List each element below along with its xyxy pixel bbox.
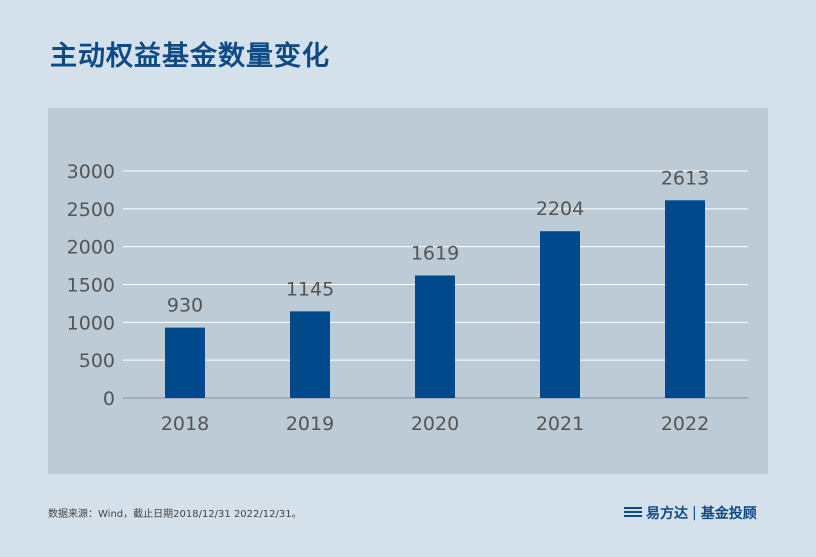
y-tick-label: 2500 (67, 199, 115, 221)
y-tick-label: 1500 (67, 275, 115, 297)
data-label: 2613 (661, 167, 709, 189)
y-tick-label: 0 (103, 388, 115, 410)
brand-logo: 易方达 | 基金投顾 (624, 503, 757, 523)
x-tick-label: 2022 (661, 413, 709, 435)
logo-slogan: 基金投顾 (700, 506, 757, 522)
y-tick-label: 1000 (67, 312, 115, 334)
x-tick-label: 2020 (411, 413, 459, 435)
bar-2021 (540, 231, 580, 398)
data-label: 1619 (411, 242, 459, 264)
bar-2018 (165, 327, 205, 398)
chart-panel (48, 108, 768, 474)
bar-2019 (290, 311, 330, 398)
x-tick-label: 2018 (161, 413, 209, 435)
data-label: 2204 (536, 198, 584, 220)
x-tick-label: 2019 (286, 413, 334, 435)
logo-divider: | (692, 505, 697, 521)
data-label: 1145 (286, 278, 334, 300)
data-label: 930 (167, 295, 203, 317)
y-tick-label: 2000 (67, 237, 115, 259)
bar-2022 (665, 200, 705, 398)
logo-name: 易方达 (646, 506, 688, 522)
bar-2020 (415, 275, 455, 398)
x-tick-label: 2021 (536, 413, 584, 435)
y-tick-label: 3000 (67, 161, 115, 183)
page-title: 主动权益基金数量变化 (50, 41, 330, 72)
logo-mark-icon (624, 507, 642, 519)
source-note: 数据来源：Wind，截止日期2018/12/31 2022/12/31。 (48, 509, 302, 520)
y-tick-label: 500 (79, 350, 115, 372)
